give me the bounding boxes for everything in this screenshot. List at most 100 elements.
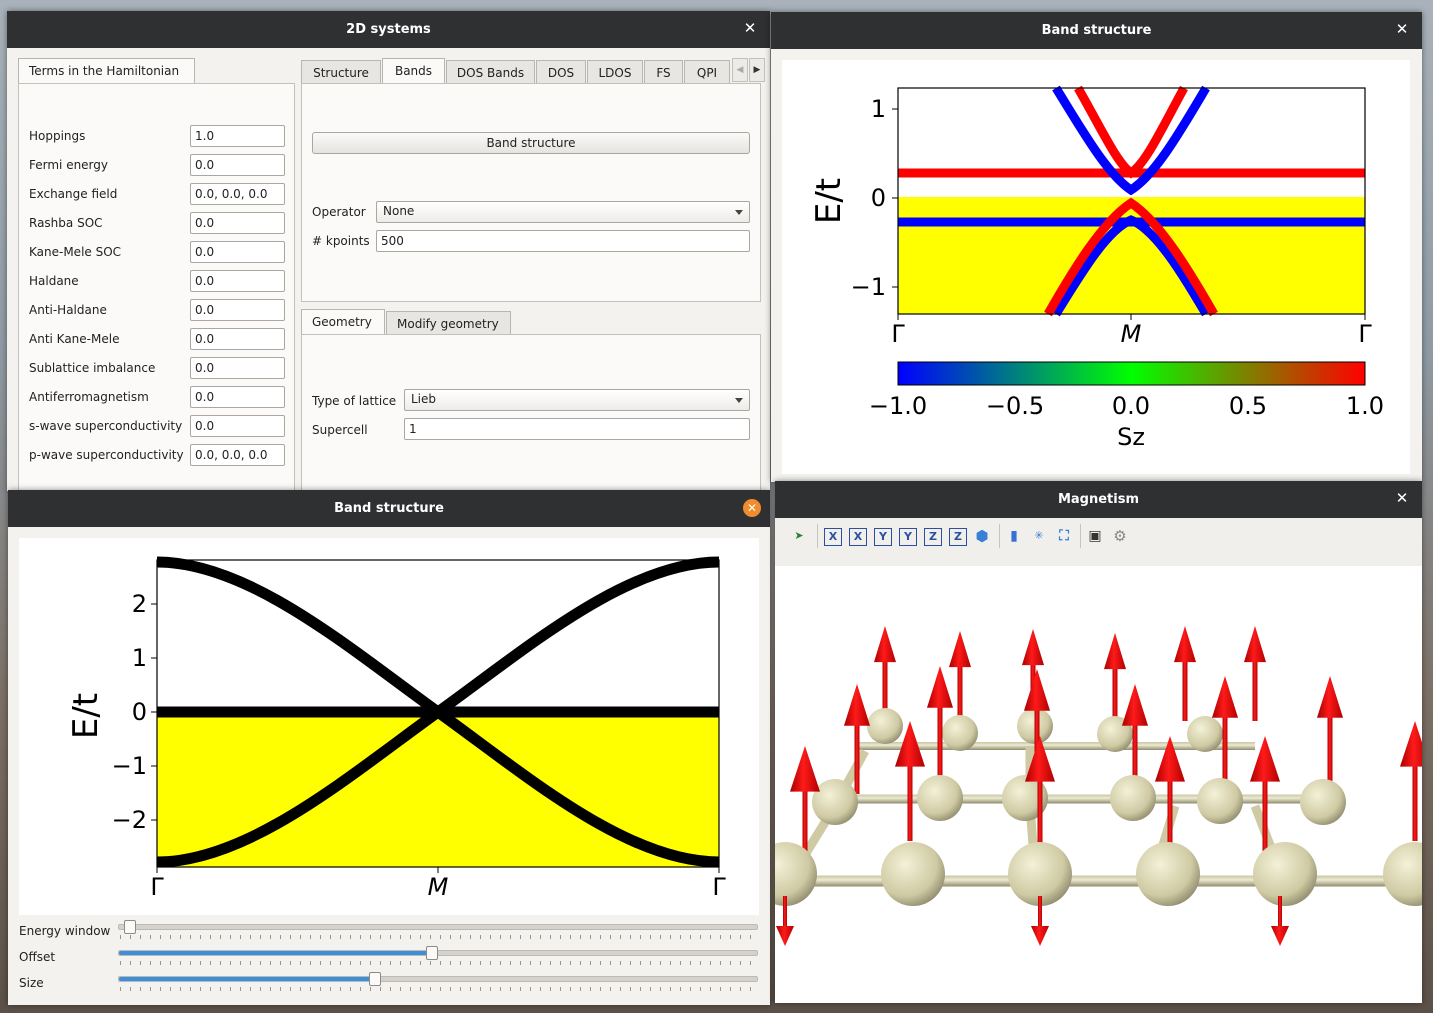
parallel-projection-icon[interactable]: ▮ [1010, 528, 1018, 544]
spin-arrow-head [1250, 736, 1280, 782]
kpoints-input[interactable]: 500 [376, 230, 750, 252]
tab-fs[interactable]: FS [644, 60, 683, 84]
pipeline-icon[interactable]: ➤ [794, 529, 804, 542]
spin-arrow-shaft [1132, 722, 1138, 794]
tab-scroll-left[interactable]: ◀ [732, 58, 748, 82]
atom [1253, 842, 1317, 906]
supercell-input[interactable]: 1 [404, 418, 750, 440]
param-input[interactable]: 0.0 [190, 415, 285, 437]
view-x-plus-icon[interactable]: X [824, 528, 842, 546]
spin-arrow-head [1244, 626, 1266, 663]
bond [775, 875, 1422, 887]
atom [917, 775, 963, 821]
view-x-minus-icon[interactable]: X [849, 528, 867, 546]
param-input[interactable]: 1.0 [190, 125, 285, 147]
energy-window-label: Energy window [19, 924, 111, 938]
band-window-right-titlebar[interactable]: Band structure ✕ [771, 12, 1422, 49]
spin-arrow-shaft [1327, 714, 1333, 786]
view-y-minus-icon[interactable]: Y [899, 528, 917, 546]
main-window-titlebar[interactable]: 2D systems ✕ [7, 11, 770, 48]
colorbar-tick: −1.0 [869, 392, 927, 420]
lattice-3d-view[interactable] [775, 566, 1422, 1003]
close-icon[interactable]: ✕ [1395, 489, 1409, 507]
param-input[interactable]: 0.0 [190, 328, 285, 350]
slider-track [118, 924, 758, 930]
band-window-left-titlebar[interactable]: Band structure ✕ [8, 490, 770, 527]
view-z-plus-icon[interactable]: Z [924, 528, 942, 546]
operator-label: Operator [312, 205, 366, 219]
param-label: Anti-Haldane [29, 303, 107, 317]
param-label: Antiferromagnetism [29, 390, 149, 404]
toolbar-separator [817, 524, 818, 548]
geometry-panel: Type of lattice Lieb Supercell 1 [301, 334, 761, 494]
close-icon[interactable]: ✕ [743, 499, 761, 517]
y-axis-label: E/t [66, 693, 106, 739]
colorbar-label: Sz [1117, 423, 1145, 451]
lattice-label: Type of lattice [312, 394, 397, 408]
param-input[interactable]: 0.0 [190, 386, 285, 408]
spin-arrow-head [1212, 676, 1238, 718]
spin-arrow-shaft [957, 664, 963, 726]
tab-terms-hamiltonian[interactable]: Terms in the Hamiltonian [18, 58, 195, 84]
energy-window-slider[interactable] [118, 920, 758, 941]
colorbar-tick: −0.5 [986, 392, 1044, 420]
param-input[interactable]: 0.0 [190, 357, 285, 379]
param-input[interactable]: 0.0, 0.0, 0.0 [190, 183, 285, 205]
tab-dos[interactable]: DOS [536, 60, 586, 84]
main-window: 2D systems ✕ Terms in the Hamiltonian Ho… [7, 11, 770, 503]
tab-qpi[interactable]: QPI [684, 60, 730, 84]
view-z-minus-icon[interactable]: Z [949, 528, 967, 546]
tab-structure[interactable]: Structure [301, 60, 381, 84]
param-input[interactable]: 0.0 [190, 241, 285, 263]
slider-fill [119, 951, 427, 955]
tab-bands[interactable]: Bands [382, 58, 445, 84]
tab-modify-geometry[interactable]: Modify geometry [386, 311, 511, 335]
spin-arrow-shaft [1412, 763, 1418, 841]
dispersive-band-up [1044, 85, 1218, 317]
view-y-plus-icon[interactable]: Y [874, 528, 892, 546]
close-icon[interactable]: ✕ [743, 19, 757, 37]
param-input[interactable]: 0.0 [190, 270, 285, 292]
lattice-select[interactable]: Lieb [404, 389, 750, 411]
gear-icon[interactable]: ⚙ [1113, 527, 1127, 545]
spin-arrow-shaft [907, 763, 913, 841]
ytick-label: 0 [132, 698, 147, 726]
save-icon[interactable]: ▣ [1088, 528, 1102, 544]
ytick-label: 1 [132, 644, 147, 672]
spin-arrow-head [874, 626, 896, 663]
spin-arrow-shaft [1167, 778, 1173, 856]
spin-arrow-head [1122, 684, 1148, 726]
param-label: Haldane [29, 274, 79, 288]
tab-ldos[interactable]: LDOS [587, 60, 643, 84]
y-axis-label: E/t [809, 178, 849, 224]
param-input[interactable]: 0.0, 0.0, 0.0 [190, 444, 285, 466]
spin-arrow-head [844, 684, 870, 726]
offset-slider[interactable] [118, 946, 758, 967]
spin-arrow-head [1400, 721, 1422, 767]
tab-scroll-right[interactable]: ▶ [749, 58, 765, 82]
isometric-cube-icon[interactable]: ⬢ [975, 527, 989, 545]
slider-handle[interactable] [426, 946, 438, 960]
magnetism-window-titlebar[interactable]: Magnetism ✕ [775, 481, 1422, 518]
tab-geometry[interactable]: Geometry [301, 309, 385, 335]
slider-handle[interactable] [369, 972, 381, 986]
slider-handle[interactable] [124, 920, 136, 934]
supercell-label: Supercell [312, 423, 368, 437]
operator-select[interactable]: None [376, 201, 750, 223]
size-slider[interactable] [118, 972, 758, 993]
spin-arrow-head [1025, 736, 1055, 782]
close-icon[interactable]: ✕ [1395, 20, 1409, 38]
axes-icon[interactable]: ✳ [1034, 529, 1044, 542]
band-structure-button[interactable]: Band structure [312, 132, 750, 154]
spin-arrow-head [927, 666, 953, 708]
tab-dos-bands[interactable]: DOS Bands [446, 60, 535, 84]
param-input[interactable]: 0.0 [190, 212, 285, 234]
param-input[interactable]: 0.0 [190, 299, 285, 321]
xtick-label: Γ [712, 873, 726, 901]
param-input[interactable]: 0.0 [190, 154, 285, 176]
size-label: Size [19, 976, 44, 990]
fit-view-icon[interactable]: ⛶ [1059, 528, 1069, 544]
spin-arrow-head [895, 721, 925, 767]
param-label: p-wave superconductivity [29, 448, 184, 462]
spin-arrow-shaft [1112, 666, 1118, 728]
